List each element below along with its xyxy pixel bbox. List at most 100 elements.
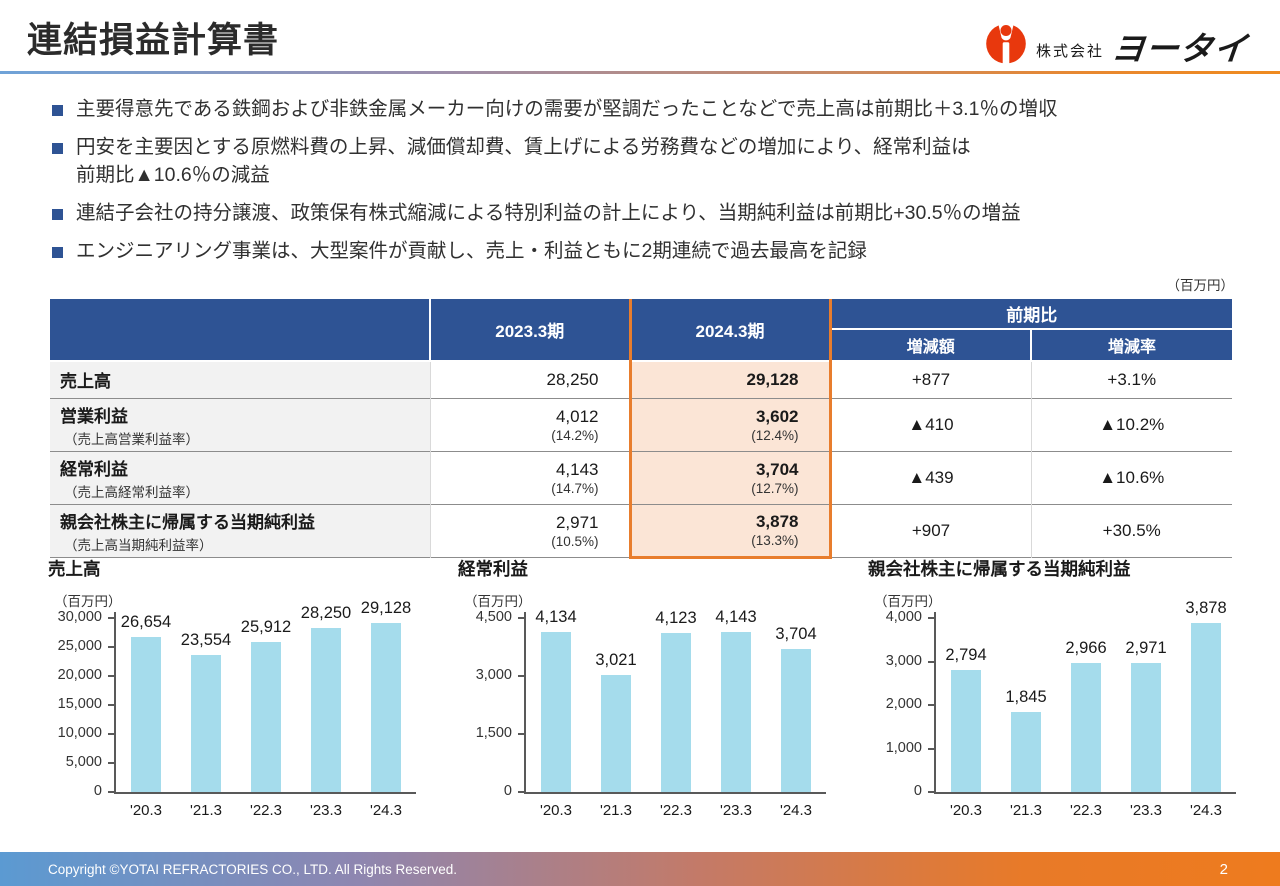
bullet-text: 主要得意先である鉄鋼および非鉄金属メーカー向けの需要が堅調だったことなどで売上高… — [76, 98, 1058, 120]
y-tick-label: 1,000 — [885, 739, 922, 756]
bar-group: 3,878 — [1185, 599, 1227, 792]
row-label-cell: 親会社株主に帰属する当期純利益 （売上高当期純利益率） — [50, 504, 430, 557]
bar-group: 4,143 — [715, 608, 757, 792]
value-ratio: (12.7%) — [751, 480, 799, 496]
chart-unit-label: （百万円） — [874, 594, 942, 609]
bar — [781, 649, 811, 792]
y-tick-mark — [108, 675, 114, 677]
yoy-rate-cell: +30.5% — [1030, 504, 1232, 557]
row-sub-label: （売上高営業利益率） — [64, 431, 199, 447]
table-row-net-sales: 売上高 28,250 29,128 +877 +3.1% — [50, 361, 1232, 398]
bar-group: 4,123 — [655, 609, 697, 792]
fy2023-value-cell: 28,250 — [429, 361, 630, 398]
y-axis: 0 1,000 2,000 3,000 4,000 — [864, 609, 934, 799]
bar-value-label: 4,123 — [655, 609, 697, 627]
yoy-rate-cell: ▲10.2% — [1030, 398, 1232, 451]
x-tick-label: '23.3 — [309, 802, 343, 819]
bar — [601, 675, 631, 792]
value: 3,878 — [755, 512, 799, 531]
header-yoy: 前期比 — [829, 299, 1232, 330]
value-ratio: (12.4%) — [751, 427, 799, 443]
y-tick-mark — [108, 646, 114, 648]
bar — [721, 632, 751, 792]
bar-group: 28,250 — [301, 604, 351, 792]
yoy-rate-cell: +3.1% — [1030, 361, 1232, 398]
y-tick-label: 3,000 — [885, 652, 922, 669]
bar-value-label: 2,971 — [1125, 639, 1167, 657]
value-ratio: (14.7%) — [551, 480, 599, 496]
fy2023-value-cell: 2,971 (10.5%) — [429, 504, 630, 557]
net-income-chart: 親会社株主に帰属する当期純利益 （百万円） 0 1,000 2,000 3,000 4,… — [864, 556, 1264, 844]
chart-title: 売上高 — [48, 559, 101, 579]
row-label: 営業利益 — [60, 406, 128, 426]
table-unit-note: （百万円） — [1166, 278, 1235, 293]
x-tick-label: '22.3 — [659, 802, 693, 819]
plot-area: 26,654 23,554 25,912 28,250 29,128 — [114, 599, 416, 794]
company-logo: 株式会社 ヨータイ — [984, 16, 1250, 70]
y-axis: 0 1,500 3,000 4,500 — [454, 609, 524, 799]
bar-group: 25,912 — [241, 612, 291, 792]
value: 4,143 — [555, 459, 599, 479]
bar-value-label: 3,021 — [595, 651, 637, 669]
bar — [191, 655, 221, 792]
row-label-cell: 経常利益 （売上高経常利益率） — [50, 451, 430, 504]
fy2023-value-cell: 4,143 (14.7%) — [429, 451, 630, 504]
yoy-amount-cell: ▲439 — [829, 451, 1031, 504]
y-tick-mark — [928, 617, 934, 619]
y-tick-label: 25,000 — [57, 638, 102, 654]
y-tick-mark — [108, 791, 114, 793]
value: 29,128 — [746, 369, 799, 389]
bullet-item: 円安を主要因とする原燃料費の上昇、減価償却費、賃上げによる労務費などの増加により… — [50, 134, 1250, 189]
y-tick-label: 0 — [913, 783, 922, 799]
y-tick-mark — [108, 617, 114, 619]
bar-value-label: 4,143 — [715, 608, 757, 626]
bar-group: 2,794 — [945, 612, 987, 792]
bar-value-label: 26,654 — [120, 613, 172, 631]
x-tick-label: '24.3 — [369, 802, 403, 819]
plot-area: 4,134 3,021 4,123 4,143 3,704 — [524, 608, 826, 794]
row-label: 親会社株主に帰属する当期純利益 — [60, 512, 315, 532]
y-tick-label: 0 — [93, 783, 102, 799]
y-tick-label: 0 — [503, 783, 512, 799]
highlight-bullets: 主要得意先である鉄鋼および非鉄金属メーカー向けの需要が堅調だったことなどで売上高… — [50, 96, 1250, 276]
bar-group: 29,128 — [361, 599, 411, 792]
bar-value-label: 23,554 — [180, 631, 232, 649]
fy2024-value-cell: 3,878 (13.3%) — [628, 504, 832, 559]
x-axis: '20.3 '21.3 '22.3 '23.3 '24.3 — [116, 802, 416, 819]
page-title: 連結損益計算書 — [27, 21, 280, 60]
value-ratio: (13.3%) — [751, 533, 799, 548]
row-label-cell: 売上高 — [50, 361, 430, 398]
yotai-mark-icon — [986, 20, 1026, 66]
plot-area: 2,794 1,845 2,966 2,971 3,878 — [934, 599, 1236, 794]
bar-group: 26,654 — [121, 612, 171, 792]
yoy-amount-cell: +907 — [829, 504, 1031, 557]
bar-group: 2,971 — [1125, 612, 1167, 792]
title-underline — [0, 71, 1280, 74]
bar-value-label: 2,794 — [945, 646, 987, 664]
bullet-square-icon — [52, 247, 63, 259]
bar — [661, 633, 691, 792]
value: 28,250 — [546, 369, 599, 389]
bar — [311, 628, 341, 792]
bar-value-label: 28,250 — [300, 604, 352, 622]
bar-value-label: 4,134 — [535, 608, 577, 626]
value-ratio: (14.2%) — [551, 427, 599, 443]
y-tick-label: 1,500 — [475, 725, 512, 741]
bar-value-label: 3,704 — [775, 625, 817, 643]
net-sales-chart: 売上高 （百万円） 0 5,000 10,000 15,000 20,000 25,000… — [44, 556, 444, 844]
bullet-item: 連結子会社の持分譲渡、政策保有株式縮減による特別利益の計上により、当期純利益は前… — [50, 200, 1250, 227]
bullet-text: 連結子会社の持分譲渡、政策保有株式縮減による特別利益の計上により、当期純利益は前… — [76, 201, 1021, 224]
x-axis: '20.3 '21.3 '22.3 '23.3 '24.3 — [936, 802, 1236, 819]
row-sub-label: （売上高経常利益率） — [64, 484, 199, 500]
bar-group: 3,704 — [775, 612, 817, 792]
bar-value-label: 3,878 — [1185, 599, 1227, 617]
chart-unit-label: （百万円） — [464, 594, 532, 609]
value: 2,971 — [555, 512, 599, 532]
bar — [131, 637, 161, 792]
table-row-operating-income: 営業利益 （売上高営業利益率） 4,012 (14.2%) 3,602 (12.… — [50, 398, 1232, 451]
bar — [541, 632, 571, 792]
x-tick-label: '23.3 — [719, 802, 753, 819]
y-tick-mark — [928, 747, 934, 750]
value-ratio: (10.5%) — [551, 533, 599, 549]
